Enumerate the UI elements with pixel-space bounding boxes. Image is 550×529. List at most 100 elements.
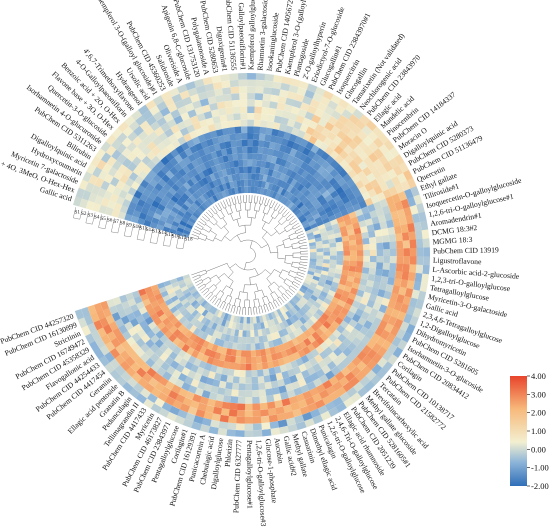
heatmap-cell [302, 222, 311, 229]
heatmap-cell [177, 136, 187, 146]
heatmap-cell [143, 174, 153, 184]
heatmap-cell [161, 305, 170, 314]
heatmap-cell [259, 126, 267, 135]
heatmap-cell [274, 185, 281, 193]
heatmap-cell [363, 255, 370, 263]
heatmap-cell [198, 171, 206, 180]
heatmap-cell [282, 320, 290, 328]
heatmap-cell [347, 292, 357, 301]
heatmap-cell [161, 174, 171, 183]
heatmap-cell [222, 340, 229, 349]
heatmap-cell [263, 140, 271, 149]
dendrogram-arc [253, 298, 259, 300]
heatmap-cell [194, 106, 204, 116]
heatmap-cell [199, 424, 211, 433]
heatmap-cell [358, 284, 367, 292]
heatmap-cell [309, 99, 321, 109]
heatmap-cell [260, 355, 268, 363]
heatmap-cell [256, 160, 262, 168]
heatmap-cell [367, 203, 376, 213]
row-label: Aucubin [273, 437, 286, 464]
dendrogram-branch [249, 277, 251, 285]
dendrogram-branch [222, 217, 228, 225]
row-label: Pentagalloylglucose#1 [245, 440, 254, 509]
heatmap-cell [387, 315, 398, 327]
heatmap-cell [329, 300, 338, 309]
heatmap-cell [94, 194, 104, 205]
heatmap-cell [323, 297, 332, 306]
dendrogram-branch [251, 195, 253, 203]
heatmap-cell [371, 363, 383, 375]
dendrogram-branch [291, 266, 299, 269]
heatmap-cell [259, 395, 268, 404]
heatmap-cell [233, 113, 241, 121]
heatmap-cell [279, 391, 289, 400]
heatmap-cell [264, 381, 272, 390]
heatmap-cell [307, 334, 316, 344]
heatmap-cell [200, 316, 208, 325]
heatmap-cell [207, 320, 215, 329]
heatmap-cell [260, 120, 268, 128]
heatmap-cell [240, 356, 246, 364]
heatmap-cell [275, 351, 283, 360]
heatmap-cell [352, 108, 364, 120]
dendrogram-branch [284, 246, 293, 249]
heatmap-cell [266, 394, 275, 403]
heatmap-cell [298, 363, 307, 373]
heatmap-cell [380, 228, 389, 237]
heatmap-cell [385, 332, 396, 344]
heatmap-cell [361, 345, 372, 356]
heatmap-cell [255, 79, 265, 88]
heatmap-cell [238, 86, 248, 94]
heatmap-cell [107, 199, 117, 210]
heatmap-cell [291, 156, 300, 166]
heatmap-cell [316, 255, 324, 260]
heatmap-cell [165, 218, 174, 225]
heatmap-cell [357, 160, 368, 171]
heatmap-cell [364, 182, 374, 192]
heatmap-cell [266, 121, 275, 129]
heatmap-cell [417, 290, 427, 302]
heatmap-cell [307, 297, 316, 305]
heatmap-cell [186, 162, 195, 171]
heatmap-cell [327, 198, 336, 207]
dendrogram-branch [215, 280, 221, 287]
row-label: MGMG 18:3 [432, 235, 473, 247]
heatmap-cell [316, 194, 325, 203]
row-label: PubChem CID 6327777 [231, 439, 243, 513]
colorbar-tick-label: 4.00 [531, 371, 546, 381]
heatmap-cell [126, 376, 138, 388]
heatmap-cell [282, 356, 291, 365]
heatmap-cell [376, 249, 384, 257]
heatmap-cell [286, 140, 295, 149]
dendrogram-branch [216, 299, 222, 307]
heatmap-cell [344, 119, 356, 130]
dendrogram-branch [192, 274, 200, 278]
heatmap-cell [225, 182, 231, 190]
heatmap-cell [197, 91, 208, 101]
heatmap-cell [309, 281, 318, 289]
sample-label: S7 [113, 219, 119, 225]
heatmap-cell [268, 367, 276, 376]
heatmap-cell [269, 318, 276, 327]
heatmap-cell [166, 411, 178, 422]
heatmap-cell [300, 161, 309, 171]
heatmap-cell [396, 240, 404, 249]
heatmap-cell [323, 283, 332, 290]
heatmap-cell [111, 311, 121, 322]
heatmap-cell [187, 406, 198, 416]
heatmap-cell [128, 387, 141, 399]
heatmap-cell [263, 375, 271, 383]
heatmap-cell [156, 101, 168, 112]
heatmap-cell [369, 308, 379, 318]
dendrogram-arc [277, 296, 280, 299]
heatmap-cell [211, 358, 220, 367]
heatmap-cell [278, 385, 287, 394]
dendrogram-branch [289, 217, 296, 223]
heatmap-cell [308, 241, 316, 247]
heatmap-cell [185, 338, 194, 347]
dendrogram-branch [271, 231, 278, 237]
heatmap-cell [170, 175, 179, 184]
heatmap-cell [171, 183, 180, 192]
heatmap-cell [111, 127, 123, 139]
